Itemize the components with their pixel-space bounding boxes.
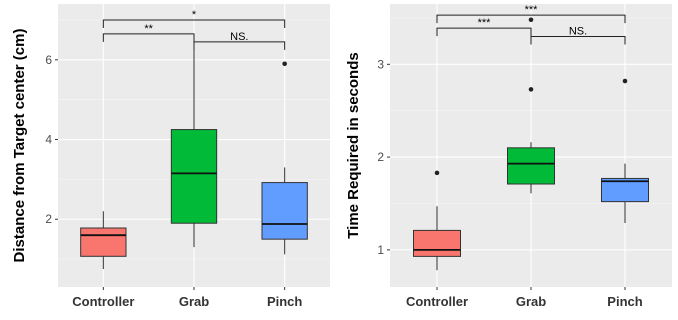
y-tick-label: 3: [377, 57, 384, 71]
y-axis-title: Time Required in seconds: [345, 52, 362, 238]
outlier-point: [528, 87, 534, 92]
box-pinch: [261, 182, 308, 240]
y-tick-label: 4: [45, 133, 52, 147]
significance-label: ***: [478, 17, 492, 29]
significance-label: NS.: [569, 25, 587, 37]
significance-bracket: [102, 33, 195, 42]
y-tick-label: 1: [377, 243, 384, 257]
significance-label: **: [144, 23, 153, 35]
box-pinch: [601, 177, 649, 203]
x-tick-label: Controller: [72, 294, 134, 309]
significance-bracket: [102, 19, 286, 28]
significance-bracket: [530, 35, 626, 45]
outlier-point: [528, 17, 534, 23]
chart-panel-2: 1 2 3 Controller Grab Pinch Time Required in s…: [345, 4, 672, 309]
y-tick-label: 2: [377, 150, 384, 164]
significance-label: ***: [525, 4, 539, 16]
significance-label: NS.: [230, 31, 248, 43]
box-grab: [507, 147, 555, 185]
y-tick-label: 2: [45, 212, 52, 226]
significance-bracket: [436, 27, 532, 37]
x-tick-label: Grab: [179, 294, 209, 309]
y-tick-label: 6: [45, 53, 52, 67]
box-grab: [170, 129, 218, 224]
box-controller: [80, 227, 127, 257]
chart-panel-1: 2 4 6 Controller Grab Pinch Distance from Targ…: [11, 4, 330, 309]
significance-label: *: [192, 9, 197, 21]
significance-bracket: [193, 41, 286, 50]
box-controller: [413, 229, 461, 257]
outlier-point: [282, 61, 287, 67]
significance-bracket: [436, 14, 626, 24]
x-tick-label: Grab: [516, 294, 546, 309]
y-axis-title: Distance from Target center (cm): [11, 29, 28, 263]
outlier-point: [434, 170, 440, 176]
outlier-point: [622, 78, 628, 84]
x-tick-label: Pinch: [607, 294, 642, 309]
x-tick-label: Pinch: [267, 294, 302, 309]
x-tick-label: Controller: [406, 294, 468, 309]
